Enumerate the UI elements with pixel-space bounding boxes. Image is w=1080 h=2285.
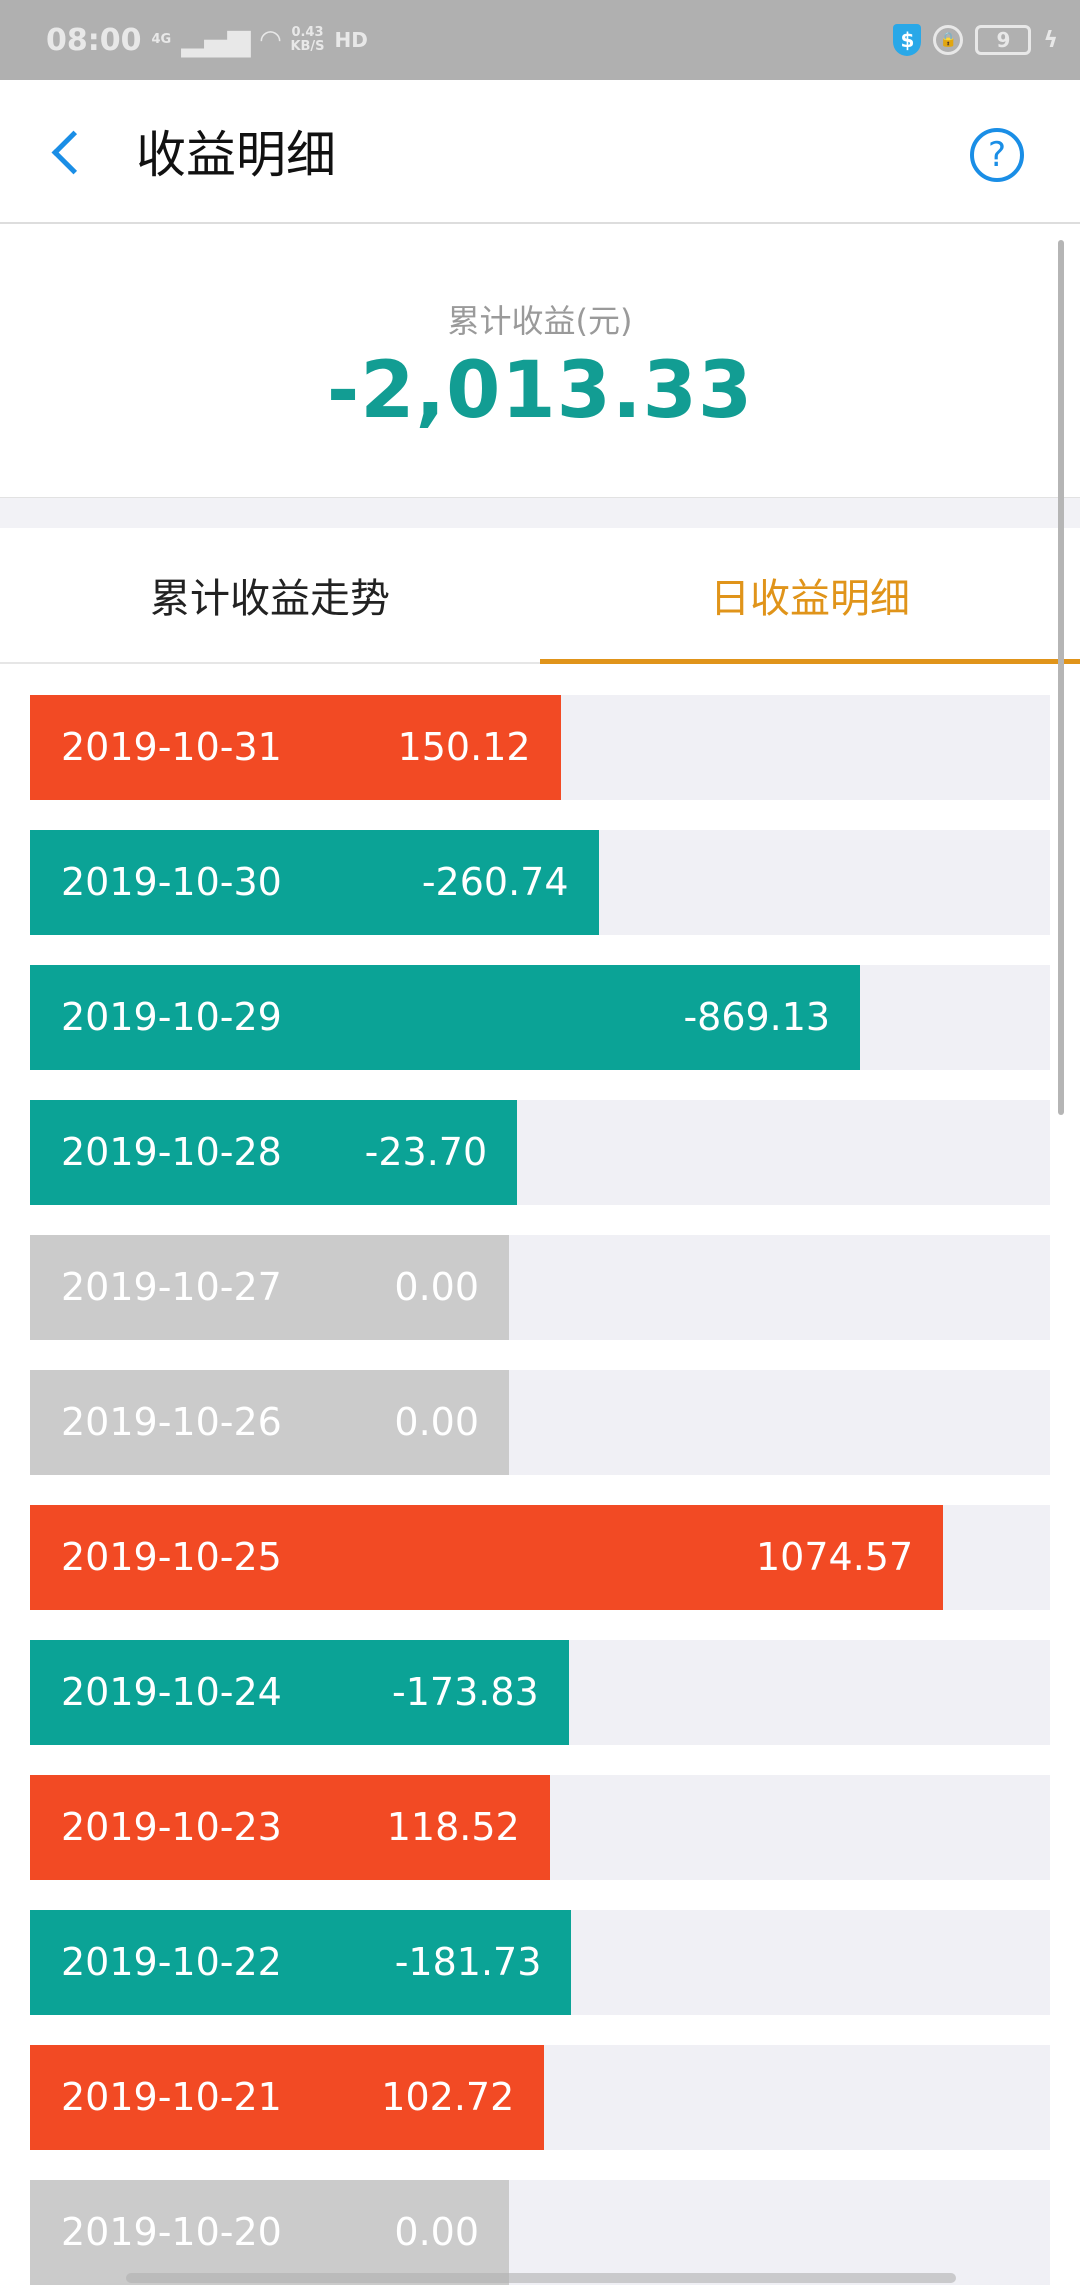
speed-unit: KB/S <box>290 39 325 54</box>
row-value: 1074.57 <box>755 1535 914 1579</box>
row-value: 0.00 <box>394 2210 479 2254</box>
signal-icon: ▂▄▆ <box>181 22 251 58</box>
tab-cumulative-trend[interactable]: 累计收益走势 <box>150 576 390 622</box>
row-date: 2019-10-24 <box>61 1670 282 1714</box>
income-bar: 2019-10-26 0.00 <box>30 1370 509 1475</box>
horizontal-scrollbar[interactable] <box>126 2273 956 2283</box>
list-item[interactable]: 2019-10-21 102.72 <box>30 2045 1050 2150</box>
divider <box>0 497 1080 528</box>
help-question-icon[interactable]: ? <box>970 128 1024 182</box>
row-value: 102.72 <box>381 2075 515 2119</box>
list-item[interactable]: 2019-10-24 -173.83 <box>30 1640 1050 1745</box>
list-item[interactable]: 2019-10-25 1074.57 <box>30 1505 1050 1610</box>
row-value: -869.13 <box>683 995 831 1039</box>
income-bar: 2019-10-27 0.00 <box>30 1235 509 1340</box>
cumulative-value: -2,013.33 <box>326 346 754 436</box>
row-date: 2019-10-22 <box>61 1940 282 1984</box>
row-value: -173.83 <box>392 1670 539 1714</box>
list-item[interactable]: 2019-10-30 -260.74 <box>30 830 1050 935</box>
row-date: 2019-10-30 <box>61 860 282 904</box>
vertical-scrollbar[interactable] <box>1058 240 1064 1115</box>
list-item[interactable]: 2019-10-26 0.00 <box>30 1370 1050 1475</box>
row-value: -260.74 <box>421 860 569 904</box>
charging-icon: ϟ <box>1043 27 1058 53</box>
income-bar: 2019-10-28 -23.70 <box>30 1100 518 1205</box>
speed-value: 0.43 <box>291 25 324 40</box>
income-bar: 2019-10-25 1074.57 <box>30 1505 944 1610</box>
row-value: 150.12 <box>397 725 531 769</box>
row-date: 2019-10-25 <box>61 1535 282 1579</box>
row-date: 2019-10-21 <box>61 2075 282 2119</box>
row-date: 2019-10-20 <box>61 2210 282 2254</box>
row-date: 2019-10-26 <box>61 1400 282 1444</box>
header: 收益明细 ? <box>0 80 1080 224</box>
wifi-icon: ◠ <box>260 25 281 55</box>
list-item[interactable]: 2019-10-22 -181.73 <box>30 1910 1050 2015</box>
cumulative-label: 累计收益(元) <box>447 302 633 340</box>
list-item[interactable]: 2019-10-31 150.12 <box>30 695 1050 800</box>
row-date: 2019-10-28 <box>61 1130 282 1174</box>
back-chevron-left-icon[interactable] <box>48 131 88 171</box>
row-date: 2019-10-23 <box>61 1805 282 1849</box>
row-date: 2019-10-29 <box>61 995 282 1039</box>
income-bar: 2019-10-31 150.12 <box>30 695 561 800</box>
list-item[interactable]: 2019-10-20 0.00 <box>30 2180 1050 2285</box>
rotation-lock-icon: 🔒 <box>933 25 964 55</box>
income-bar: 2019-10-22 -181.73 <box>30 1910 572 2015</box>
net-speed: 0.43 KB/S <box>290 26 324 54</box>
network-type: 4G <box>151 32 172 47</box>
hd-icon: HD <box>334 28 368 52</box>
income-bar: 2019-10-30 -260.74 <box>30 830 599 935</box>
list-item[interactable]: 2019-10-23 118.52 <box>30 1775 1050 1880</box>
row-value: 118.52 <box>386 1805 520 1849</box>
row-date: 2019-10-31 <box>61 725 282 769</box>
cumulative-summary: 累计收益(元) -2,013.33 <box>0 224 1080 497</box>
list-item[interactable]: 2019-10-29 -869.13 <box>30 965 1050 1070</box>
tab-daily-detail[interactable]: 日收益明细 <box>540 528 1080 662</box>
income-bar: 2019-10-24 -173.83 <box>30 1640 569 1745</box>
tab-bar: 累计收益走势 日收益明细 <box>0 528 1080 664</box>
row-date: 2019-10-27 <box>61 1265 282 1309</box>
list-item[interactable]: 2019-10-28 -23.70 <box>30 1100 1050 1205</box>
row-value: 0.00 <box>394 1265 479 1309</box>
status-time: 08:00 <box>46 22 142 58</box>
shield-dollar-icon: $ <box>893 24 922 56</box>
income-bar: 2019-10-23 118.52 <box>30 1775 550 1880</box>
page-title: 收益明细 <box>136 126 336 184</box>
row-value: -181.73 <box>394 1940 542 1984</box>
income-bar: 2019-10-20 0.00 <box>30 2180 509 2285</box>
battery-icon: 9 <box>975 25 1032 55</box>
status-bar: 08:00 4G ▂▄▆ ◠ 0.43 KB/S HD $ 🔒 9 ϟ <box>0 0 1080 80</box>
income-bar: 2019-10-21 102.72 <box>30 2045 545 2150</box>
income-bar: 2019-10-29 -869.13 <box>30 965 861 1070</box>
row-value: -23.70 <box>364 1130 488 1174</box>
row-value: 0.00 <box>394 1400 479 1444</box>
list-item[interactable]: 2019-10-27 0.00 <box>30 1235 1050 1340</box>
